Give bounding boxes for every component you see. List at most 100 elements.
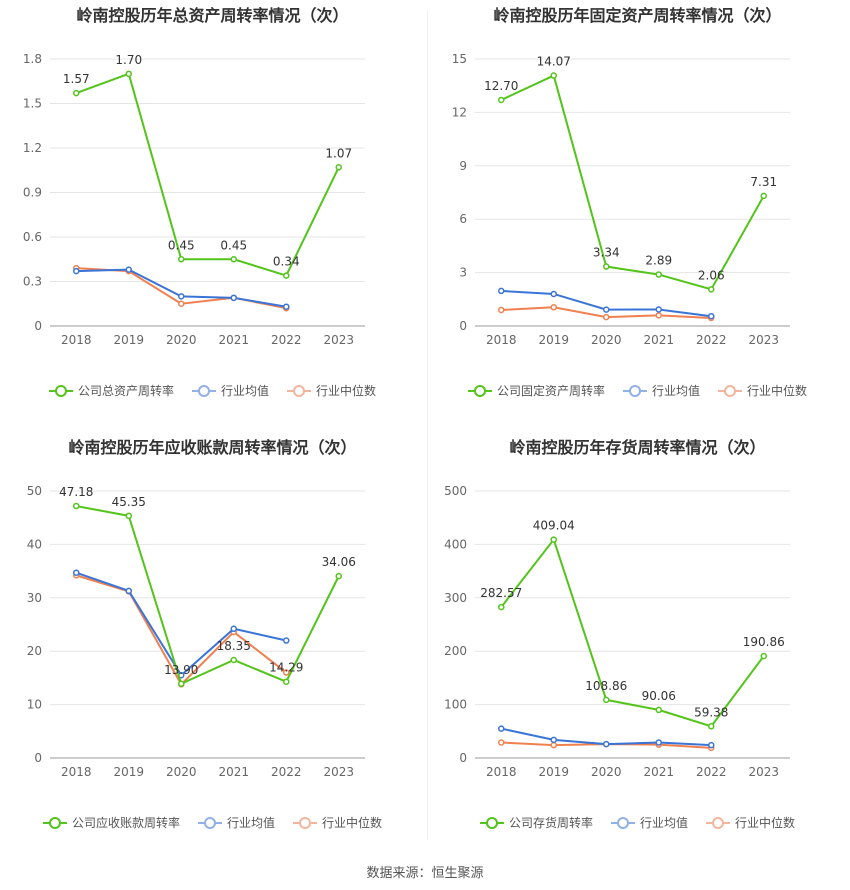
- legend-line-circle-icon: [48, 384, 73, 397]
- x-tick-label: 2023: [748, 765, 779, 779]
- data-point[interactable]: [283, 637, 290, 644]
- data-point[interactable]: [73, 89, 80, 97]
- data-point[interactable]: [230, 656, 237, 664]
- data-point[interactable]: [655, 739, 662, 746]
- data-label: 1.57: [63, 72, 90, 86]
- legend-label: 公司固定资产周转率: [496, 384, 605, 398]
- y-tick-label: 1.5: [23, 97, 42, 111]
- data-point[interactable]: [498, 306, 505, 314]
- data-point[interactable]: [708, 723, 715, 730]
- data-point[interactable]: [760, 652, 767, 660]
- y-tick-label: 12: [452, 105, 467, 119]
- legend-line-circle-icon: [479, 816, 504, 829]
- data-point[interactable]: [708, 741, 715, 749]
- data-point[interactable]: [73, 267, 80, 275]
- data-point[interactable]: [335, 164, 342, 171]
- data-point[interactable]: [125, 70, 132, 78]
- data-label: 12.70: [484, 79, 518, 93]
- legend-label: 行业均值: [651, 384, 700, 398]
- x-tick-label: 2019: [113, 765, 144, 779]
- legend-item-industry-median[interactable]: 行业中位数: [293, 814, 382, 831]
- data-label: 59.38: [694, 705, 728, 719]
- data-point[interactable]: [603, 313, 610, 321]
- legend-item-industry-median[interactable]: 行业中位数: [287, 382, 376, 399]
- data-point[interactable]: [498, 603, 505, 611]
- data-label: 13.90: [164, 663, 198, 677]
- data-point[interactable]: [178, 300, 185, 307]
- x-tick-label: 2022: [696, 333, 727, 347]
- data-point[interactable]: [655, 312, 662, 319]
- legend-label: 公司存货周转率: [508, 816, 593, 830]
- data-point[interactable]: [498, 287, 505, 295]
- data-label: 90.06: [642, 689, 676, 703]
- series-line: [75, 571, 287, 677]
- legend-item-industry-mean[interactable]: 行业均值: [610, 814, 688, 831]
- data-point[interactable]: [178, 293, 185, 300]
- legend-item-industry-mean[interactable]: 行业均值: [191, 382, 269, 399]
- data-point[interactable]: [283, 669, 290, 676]
- data-point[interactable]: [73, 569, 80, 576]
- legend-item-industry-median[interactable]: 行业中位数: [718, 382, 807, 399]
- data-point[interactable]: [550, 741, 557, 749]
- legend: 公司总资产周转率 行业均值 行业中位数: [0, 382, 425, 399]
- data-point[interactable]: [283, 678, 290, 685]
- x-tick-label: 2018: [61, 765, 92, 779]
- data-point[interactable]: [655, 306, 662, 313]
- data-point[interactable]: [760, 192, 767, 200]
- x-tick-label: 2022: [271, 333, 302, 347]
- chart-title: 岭南控股历年应收账款周转率情况（次）: [68, 438, 357, 457]
- data-point[interactable]: [498, 739, 505, 746]
- data-point[interactable]: [125, 512, 132, 520]
- data-label: 18.35: [217, 639, 251, 653]
- legend-item-company[interactable]: 公司固定资产周转率: [467, 382, 605, 399]
- y-tick-label: 0: [34, 319, 42, 333]
- data-point[interactable]: [655, 271, 662, 278]
- legend-item-company[interactable]: 公司应收账款周转率: [42, 814, 180, 831]
- data-point[interactable]: [550, 72, 557, 79]
- data-point[interactable]: [230, 256, 237, 263]
- data-point[interactable]: [603, 740, 610, 748]
- data-point[interactable]: [708, 312, 715, 320]
- data-label: 0.34: [273, 255, 300, 269]
- data-point[interactable]: [125, 266, 132, 273]
- data-point[interactable]: [335, 572, 342, 580]
- data-point[interactable]: [283, 303, 290, 310]
- legend: 公司存货周转率 行业均值 行业中位数: [425, 814, 850, 831]
- legend: 公司应收账款周转率 行业均值 行业中位数: [0, 814, 425, 831]
- y-tick-label: 400: [444, 537, 467, 551]
- data-point[interactable]: [550, 736, 557, 744]
- legend-item-company[interactable]: 公司总资产周转率: [48, 382, 174, 399]
- data-label: 2.89: [645, 254, 672, 268]
- data-point[interactable]: [125, 587, 132, 595]
- data-point[interactable]: [230, 625, 237, 633]
- data-point[interactable]: [550, 290, 557, 298]
- legend-item-industry-median[interactable]: 行业中位数: [706, 814, 795, 831]
- legend-item-company[interactable]: 公司存货周转率: [479, 814, 593, 831]
- y-tick-label: 1.8: [23, 52, 42, 66]
- data-label: 0.45: [220, 238, 247, 252]
- data-point[interactable]: [178, 680, 185, 688]
- data-point[interactable]: [603, 696, 610, 704]
- data-point[interactable]: [178, 256, 185, 263]
- data-label: 7.31: [750, 175, 777, 189]
- legend-item-industry-mean[interactable]: 行业均值: [622, 382, 700, 399]
- data-point[interactable]: [550, 304, 557, 311]
- legend-line-circle-icon: [467, 384, 492, 397]
- legend-label: 行业中位数: [322, 816, 383, 830]
- y-tick-label: 0: [34, 751, 42, 765]
- data-point[interactable]: [283, 272, 290, 279]
- legend-item-industry-mean[interactable]: 行业均值: [197, 814, 275, 831]
- data-point[interactable]: [498, 725, 505, 732]
- data-label: 34.06: [322, 555, 356, 569]
- data-point[interactable]: [603, 263, 610, 270]
- data-label: 45.35: [112, 495, 146, 509]
- data-point[interactable]: [603, 306, 610, 313]
- x-tick-label: 2021: [218, 765, 249, 779]
- data-point[interactable]: [230, 294, 237, 302]
- data-point[interactable]: [655, 706, 662, 714]
- data-point[interactable]: [550, 536, 557, 543]
- data-point[interactable]: [708, 286, 715, 293]
- data-label: 2.06: [698, 268, 725, 282]
- data-point[interactable]: [73, 502, 80, 510]
- data-point[interactable]: [498, 96, 505, 104]
